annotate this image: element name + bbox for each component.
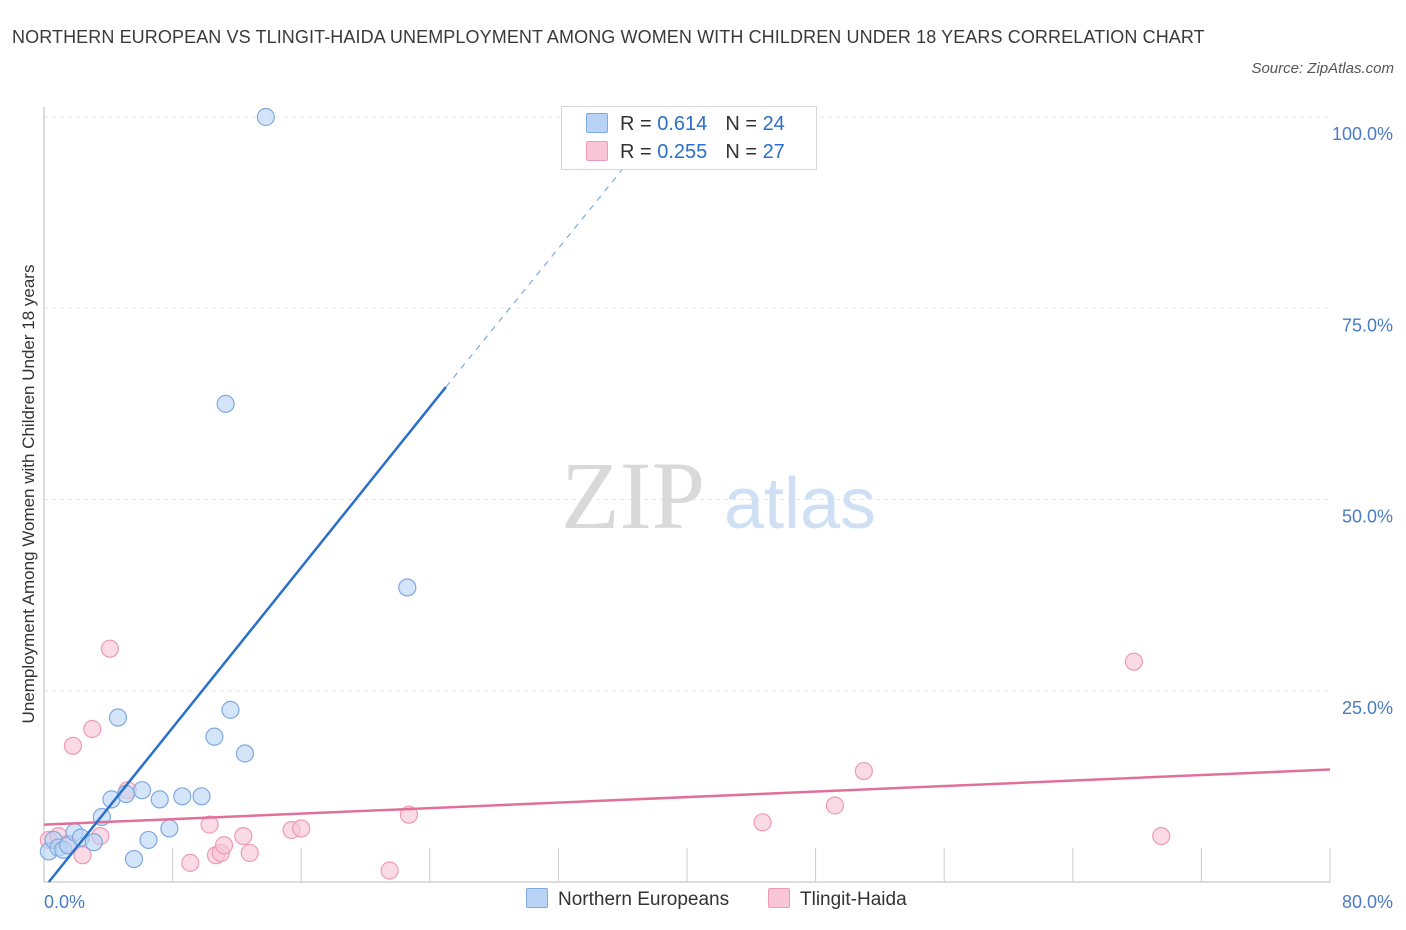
trend-lines [43,148,1331,883]
data-point-tlingit-haida [181,853,200,872]
data-point-tlingit-haida [240,843,259,863]
data-point-tlingit-haida [380,861,399,880]
y-axis-label: Unemployment Among Women with Children U… [19,265,38,724]
source-label: Source: ZipAtlas.com [1251,60,1394,77]
y-tick-label: 75.0% [1342,315,1393,335]
data-point-tlingit-haida [825,796,844,815]
data-point-tlingit-haida [83,719,102,739]
data-point-northern-europeans [132,781,152,800]
data-point-tlingit-haida [854,761,873,781]
legend-item-tlingit-haida: Tlingit-Haida [768,888,907,911]
chart-title: NORTHERN EUROPEAN VS TLINGIT-HAIDA UNEMP… [12,27,1205,47]
data-point-northern-europeans [398,578,417,597]
data-point-tlingit-haida [292,819,311,838]
data-point-northern-europeans [124,849,144,869]
axis-layer: 25.0% 50.0% 75.0% 100.0% 0.0% 80.0% [43,107,1393,912]
data-point-tlingit-haida [200,815,219,834]
data-point-northern-europeans [139,830,158,850]
legend-r-value: 0.614 [657,113,708,135]
legend-swatch-blue [586,113,608,133]
legend-label: Northern Europeans [558,889,730,910]
data-point-tlingit-haida [1152,826,1171,846]
legend-r-label: R = [620,113,652,135]
legend-row-northern-europeans: R = 0.614 N = 24 [586,113,785,137]
data-point-tlingit-haida [753,813,772,832]
data-point-northern-europeans [256,107,275,127]
legend-label: Tlingit-Haida [800,889,907,910]
y-tick-label: 50.0% [1342,507,1393,527]
legend-n-value: 27 [762,141,785,163]
data-point-northern-europeans [84,833,103,852]
legend-swatch-pink [768,888,790,908]
legend-item-northern-europeans: Northern Europeans [526,888,729,911]
data-point-northern-europeans [150,790,169,809]
data-point-tlingit-haida [399,805,419,824]
data-point-northern-europeans [221,700,240,719]
legend-n-label: N = [725,141,757,163]
data-point-tlingit-haida [1124,652,1143,671]
legend-swatch-blue [526,888,548,908]
legend-row-tlingit-haida: R = 0.255 N = 27 [586,141,785,165]
trend-line-northern-europeans [47,386,447,883]
northern-europeans-points [39,107,417,869]
legend-swatch-pink [586,141,608,161]
watermark-atlas: atlas [724,464,876,544]
data-point-tlingit-haida [73,846,92,865]
trend-line-extension-northern-europeans [445,148,640,388]
data-point-northern-europeans [216,394,235,413]
x-tick-label-max: 80.0% [1342,892,1393,912]
data-point-northern-europeans [192,787,211,806]
trend-line-tlingit-haida [43,768,1331,826]
legend-r-label: R = [620,141,652,163]
data-point-northern-europeans [160,819,179,838]
legend-n-value: 24 [762,113,785,135]
data-point-northern-europeans [173,787,192,806]
data-point-tlingit-haida [100,639,120,658]
grid-layer [44,116,1330,692]
data-point-tlingit-haida [214,836,234,855]
data-point-tlingit-haida [234,826,253,846]
data-point-northern-europeans [108,708,128,727]
watermark-zip: ZIP [561,442,705,549]
x-tick-label-min: 0.0% [44,892,85,912]
data-point-northern-europeans [235,744,255,763]
data-point-tlingit-haida [63,736,83,755]
legend-r-value: 0.255 [657,141,708,163]
correlation-legend: R = 0.614 N = 24 R = 0.255 N = 27 [561,106,817,170]
data-point-northern-europeans [205,727,224,746]
legend-n-label: N = [725,113,757,135]
tlingit-haida-points [39,639,1171,880]
y-tick-label: 25.0% [1342,698,1393,718]
y-tick-label: 100.0% [1332,124,1393,144]
